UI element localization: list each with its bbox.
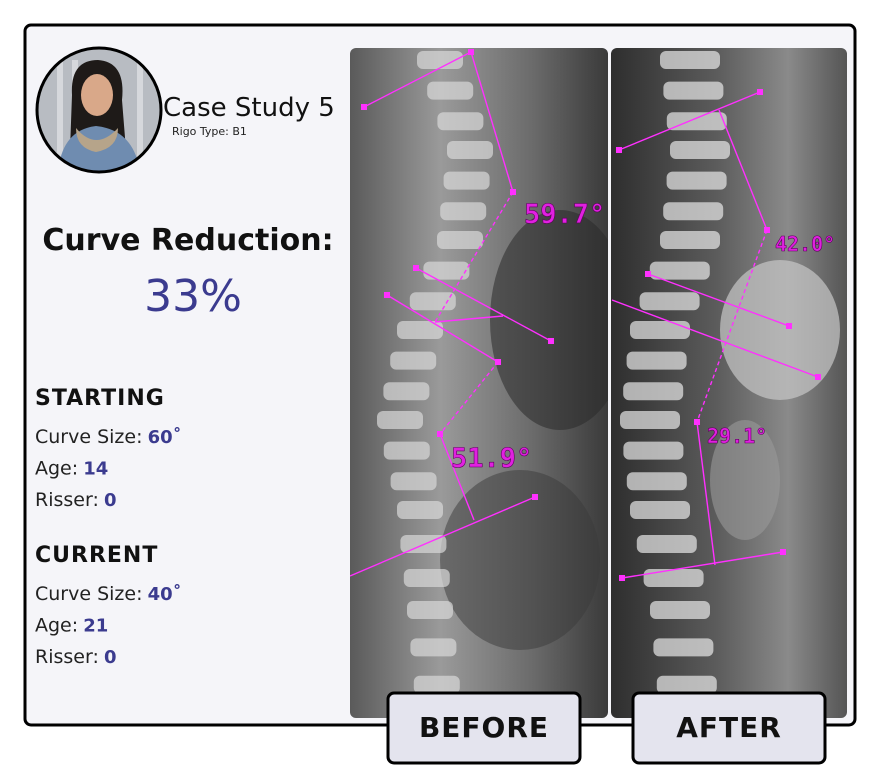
vertebra: [643, 569, 704, 587]
vertebra: [409, 292, 456, 311]
vertebra: [639, 292, 700, 311]
vertebra: [630, 501, 690, 519]
info-label: Age:: [35, 458, 78, 480]
info-label: Risser:: [35, 646, 99, 668]
vertebra: [670, 141, 730, 159]
vertebra: [413, 675, 460, 694]
angle-label: 42.0°: [775, 232, 835, 256]
info-label: Curve Size:: [35, 426, 143, 448]
vertebra: [417, 51, 463, 69]
info-label: Age:: [35, 615, 78, 637]
vertebra: [447, 141, 493, 159]
info-value: 0: [104, 490, 117, 511]
vertebra: [383, 382, 430, 401]
case-title: Case Study 5: [163, 93, 335, 123]
info-row: Curve Size: 60˚: [35, 426, 182, 448]
after-xray: 42.0° 29.1°: [611, 48, 847, 718]
vertebra: [423, 261, 470, 280]
vertebra: [390, 351, 437, 370]
vertebra: [666, 112, 727, 131]
vertebra: [437, 112, 484, 131]
before-button[interactable]: BEFORE: [386, 691, 582, 765]
info-row: Risser: 0: [35, 489, 116, 511]
vertebra: [666, 171, 727, 190]
vertebra: [650, 601, 710, 619]
vertebra: [410, 638, 457, 657]
angle-label: 51.9°: [451, 443, 532, 474]
vertebra: [636, 535, 697, 553]
avatar: [35, 46, 163, 174]
vertebra: [427, 81, 474, 100]
info-row: Risser: 0: [35, 646, 116, 668]
vertebra: [443, 171, 490, 190]
vertebra: [626, 351, 687, 370]
vertebra: [403, 569, 450, 587]
vertebra: [623, 441, 684, 460]
vertebra: [663, 202, 724, 221]
vertebra: [440, 202, 487, 221]
vertebra: [407, 601, 453, 619]
vertebra: [620, 411, 680, 429]
vertebra: [663, 81, 724, 100]
vertebra: [660, 51, 720, 69]
vertebra: [377, 411, 423, 429]
info-value: 0: [104, 647, 117, 668]
rigo-type: Rigo Type: B1: [172, 125, 247, 138]
section-heading: STARTING: [35, 386, 165, 411]
info-value: 14: [83, 459, 108, 480]
vertebra: [437, 231, 483, 249]
reduction-value: 33%: [144, 271, 242, 322]
section-heading: CURRENT: [35, 543, 158, 568]
before-xray: 59.7° 51.9°: [350, 48, 608, 718]
info-value: 40˚: [148, 583, 182, 605]
info-row: Age: 14: [35, 458, 108, 480]
info-row: Age: 21: [35, 615, 108, 637]
info-label: Curve Size:: [35, 583, 143, 605]
vertebra: [630, 321, 690, 339]
vertebra: [623, 382, 684, 401]
vertebra: [660, 231, 720, 249]
after-button[interactable]: AFTER: [631, 691, 827, 765]
vertebra: [653, 638, 714, 657]
angle-label: 29.1°: [707, 424, 767, 448]
angle-label: 59.7°: [524, 199, 605, 230]
button-label: BEFORE: [419, 711, 549, 744]
info-label: Risser:: [35, 489, 99, 511]
info-value: 21: [83, 616, 108, 637]
vertebra: [626, 472, 687, 491]
info-value: 60˚: [148, 426, 182, 448]
reduction-label: Curve Reduction:: [42, 223, 333, 258]
vertebra: [383, 441, 430, 460]
info-row: Curve Size: 40˚: [35, 583, 182, 605]
vertebra: [390, 472, 437, 491]
button-label: AFTER: [676, 711, 782, 744]
vertebra: [649, 261, 710, 280]
vertebra: [656, 675, 717, 694]
vertebra: [397, 501, 443, 519]
vertebra: [397, 321, 443, 339]
